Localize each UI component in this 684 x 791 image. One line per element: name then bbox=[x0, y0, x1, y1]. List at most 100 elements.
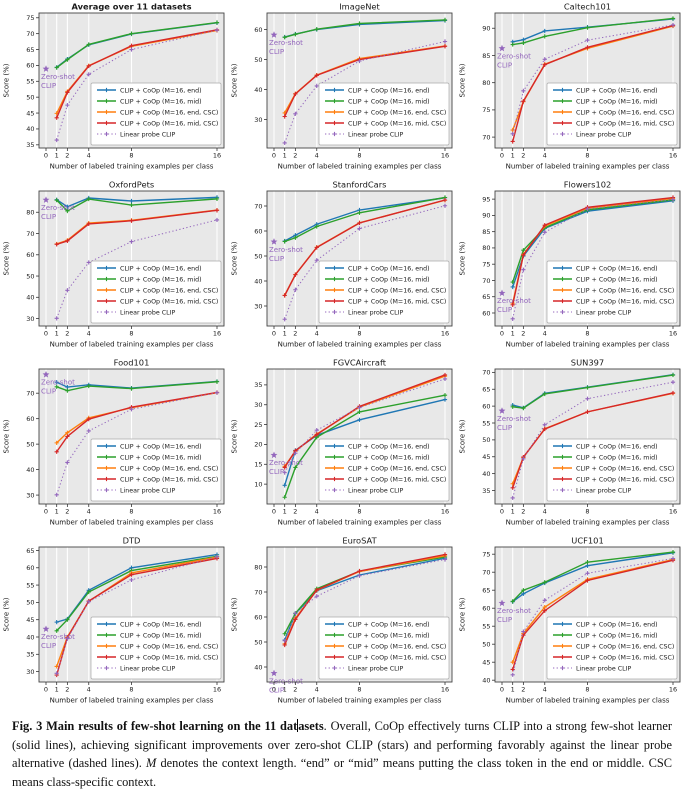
y-axis-label: Score (%) bbox=[3, 597, 11, 631]
legend-label: CLIP + CoOp (M=16, end, CSC) bbox=[576, 287, 674, 294]
legend-label: CLIP + CoOp (M=16, mid) bbox=[576, 454, 658, 461]
chart-title: Food101 bbox=[114, 358, 150, 368]
x-tick-label: 1 bbox=[511, 508, 515, 516]
legend-label: CLIP + CoOp (M=16, end) bbox=[348, 87, 430, 94]
zero-shot-label: CLIP bbox=[497, 306, 512, 314]
x-tick-label: 4 bbox=[315, 330, 319, 338]
zero-shot-star bbox=[270, 669, 278, 677]
x-axis-label: Number of labeled training examples per … bbox=[50, 341, 214, 349]
x-tick-label: 1 bbox=[283, 330, 287, 338]
y-tick-label: 15 bbox=[254, 461, 262, 469]
y-axis-label: Score (%) bbox=[3, 63, 11, 97]
y-tick-label: 60 bbox=[26, 415, 34, 423]
x-axis-label: Number of labeled training examples per … bbox=[50, 163, 214, 171]
legend-box bbox=[90, 260, 222, 324]
zero-shot-label: CLIP bbox=[269, 255, 284, 263]
y-tick-label: 75 bbox=[482, 551, 490, 559]
legend-label: CLIP + CoOp (M=16, mid, CSC) bbox=[348, 476, 446, 483]
chart-title: SUN397 bbox=[571, 358, 604, 368]
y-tick-label: 70 bbox=[482, 569, 490, 577]
subplot-imagenet: Zero-shot CLIP 0 1 2 4 8 16 30 40 50 60 ImageNet Numb… bbox=[228, 0, 456, 178]
y-tick-label: 55 bbox=[482, 419, 490, 427]
y-tick-label: 40 bbox=[26, 633, 34, 641]
legend-label: CLIP + CoOp (M=16, mid) bbox=[576, 632, 658, 639]
subplot-dtd: Zero-shot CLIP 0 1 2 4 8 16 30 35 40 45 50 55 60 65 DTD N… bbox=[0, 534, 228, 712]
x-tick-label: 16 bbox=[441, 686, 449, 694]
series-linear bbox=[512, 558, 674, 675]
legend-label: CLIP + CoOp (M=16, end, CSC) bbox=[576, 465, 674, 472]
x-tick-label: 0 bbox=[44, 508, 48, 516]
x-tick-label: 0 bbox=[500, 686, 504, 694]
x-tick-label: 4 bbox=[543, 152, 547, 160]
legend-label: Linear probe CLIP bbox=[348, 309, 404, 316]
legend-label: Linear probe CLIP bbox=[120, 131, 176, 138]
y-tick-label: 65 bbox=[26, 547, 34, 555]
x-tick-label: 4 bbox=[87, 686, 91, 694]
legend-label: CLIP + CoOp (M=16, end, CSC) bbox=[348, 287, 446, 294]
y-tick-label: 50 bbox=[26, 272, 34, 280]
y-tick-label: 35 bbox=[26, 141, 34, 149]
zero-shot-label: Zero-shot bbox=[497, 52, 531, 60]
x-tick-label: 1 bbox=[511, 330, 515, 338]
y-tick-label: 40 bbox=[254, 663, 262, 671]
y-tick-label: 60 bbox=[254, 227, 262, 235]
y-tick-label: 80 bbox=[254, 563, 262, 571]
zero-shot-star bbox=[42, 625, 50, 632]
x-tick-label: 16 bbox=[213, 330, 221, 338]
legend-label: CLIP + CoOp (M=16, mid, CSC) bbox=[120, 476, 218, 483]
zero-shot-label: CLIP bbox=[41, 642, 56, 650]
y-tick-label: 75 bbox=[482, 106, 490, 114]
x-tick-label: 4 bbox=[315, 686, 319, 694]
legend-label: CLIP + CoOp (M=16, end) bbox=[120, 621, 202, 628]
legend-label: Linear probe CLIP bbox=[348, 665, 404, 672]
x-axis-label: Number of labeled training examples per … bbox=[278, 519, 442, 527]
y-tick-label: 45 bbox=[482, 453, 490, 461]
legend-label: CLIP + CoOp (M=16, end) bbox=[576, 621, 658, 628]
series-linear bbox=[284, 378, 446, 473]
y-tick-label: 30 bbox=[26, 491, 34, 499]
y-tick-label: 65 bbox=[26, 46, 34, 54]
subplot-flowers102: Zero-shot CLIP 0 1 2 4 8 16 60 65 70 75 80 85 90 95 Flow… bbox=[456, 178, 684, 356]
legend-label: CLIP + CoOp (M=16, mid, CSC) bbox=[576, 654, 674, 661]
y-tick-label: 35 bbox=[26, 651, 34, 659]
legend-label: CLIP + CoOp (M=16, mid, CSC) bbox=[348, 654, 446, 661]
y-tick-label: 30 bbox=[254, 302, 262, 310]
zero-shot-star bbox=[42, 196, 50, 203]
x-tick-label: 2 bbox=[293, 686, 297, 694]
legend-box bbox=[90, 616, 222, 680]
legend-box bbox=[546, 438, 678, 502]
y-tick-label: 30 bbox=[26, 668, 34, 676]
chart-title: Average over 11 datasets bbox=[71, 2, 191, 12]
x-tick-label: 2 bbox=[293, 330, 297, 338]
legend-box bbox=[90, 438, 222, 502]
subplot-food101: Zero-shot CLIP 0 1 2 4 8 16 30 40 50 60 70 Food101 Num… bbox=[0, 356, 228, 534]
y-axis-label: Score (%) bbox=[3, 419, 11, 453]
zero-shot-star bbox=[42, 371, 50, 378]
y-tick-label: 75 bbox=[482, 260, 490, 268]
subplot-ucf101: Zero-shot CLIP 0 1 2 4 8 16 40 45 50 55 60 65 70 75 UCF1… bbox=[456, 534, 684, 712]
y-axis-label: Score (%) bbox=[231, 63, 239, 97]
x-tick-label: 8 bbox=[585, 152, 589, 160]
y-axis-label: Score (%) bbox=[459, 597, 467, 631]
zero-shot-label: Zero-shot bbox=[497, 607, 531, 615]
legend-label: CLIP + CoOp (M=16, end, CSC) bbox=[576, 643, 674, 650]
x-tick-label: 16 bbox=[441, 152, 449, 160]
legend-label: CLIP + CoOp (M=16, end) bbox=[120, 87, 202, 94]
y-tick-label: 50 bbox=[26, 599, 34, 607]
y-tick-label: 60 bbox=[254, 26, 262, 34]
zero-shot-star bbox=[42, 65, 50, 72]
y-axis-label: Score (%) bbox=[459, 241, 467, 275]
legend-label: Linear probe CLIP bbox=[576, 665, 632, 672]
legend-label: CLIP + CoOp (M=16, mid, CSC) bbox=[120, 298, 218, 305]
x-tick-label: 8 bbox=[357, 330, 361, 338]
x-tick-label: 2 bbox=[65, 508, 69, 516]
y-tick-label: 30 bbox=[26, 315, 34, 323]
y-tick-label: 40 bbox=[254, 86, 262, 94]
y-tick-label: 65 bbox=[482, 587, 490, 595]
legend-label: CLIP + CoOp (M=16, end) bbox=[348, 443, 430, 450]
zero-shot-star bbox=[498, 599, 506, 607]
